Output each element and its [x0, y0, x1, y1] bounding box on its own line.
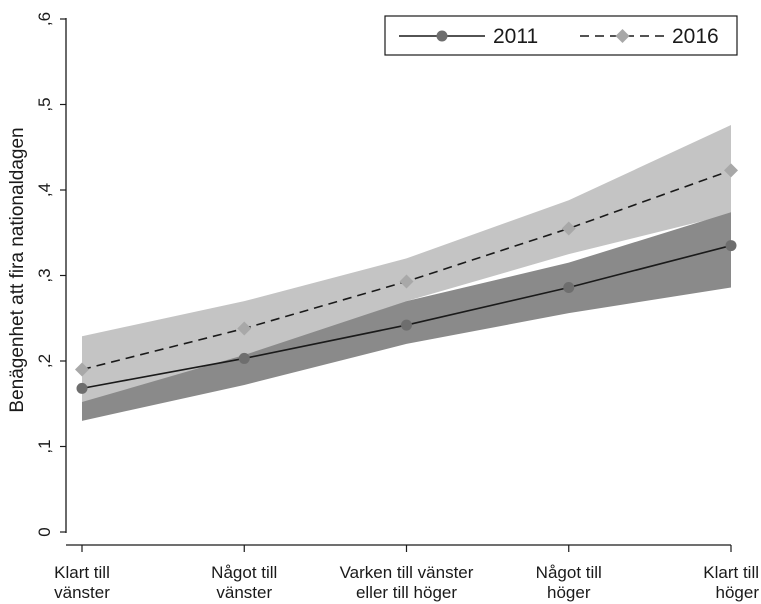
data-point-2016: [561, 221, 576, 236]
bands-layer: [82, 125, 731, 421]
data-point-2011: [725, 240, 737, 252]
ci-band-2011: [82, 212, 731, 421]
y-tick-label: ,5: [35, 97, 54, 111]
legend: 2011 2016: [384, 15, 738, 56]
data-point-2011: [238, 352, 250, 364]
data-point-2016: [399, 274, 414, 289]
y-tick-label: 0: [35, 527, 54, 536]
x-tick-label: Klart till vänster: [54, 563, 110, 602]
x-ticks: Klart till vänster Något till vänster Varken…: [54, 545, 759, 602]
data-point-2011: [401, 319, 412, 331]
data-point-2016: [237, 321, 252, 336]
x-tick-label: Klart till höger: [703, 563, 759, 602]
y-tick-label: ,2: [35, 354, 54, 368]
y-tick-label: ,6: [35, 12, 54, 26]
y-axis-title: Benägenhet att fira nationaldagen: [7, 127, 28, 412]
markers-layer: [75, 163, 738, 394]
legend-marker-2011: [436, 30, 448, 42]
data-point-2011: [563, 281, 575, 293]
y-ticks: 0 ,1 ,2 ,3 ,4 ,5 ,6: [35, 12, 66, 537]
y-tick-label: ,1: [35, 439, 54, 453]
y-tick-label: ,3: [35, 268, 54, 282]
legend-marker-2016: [615, 29, 630, 43]
legend-label-2011: 2011: [493, 25, 538, 48]
x-tick-label: Varken till vänster eller till höger: [340, 563, 474, 602]
legend-label-2016: 2016: [672, 25, 719, 48]
data-point-2016: [724, 163, 738, 178]
data-point-2011: [76, 382, 88, 394]
data-point-2016: [75, 362, 89, 377]
x-tick-label: Något till vänster: [211, 563, 277, 602]
x-tick-label: Något till höger: [536, 563, 602, 602]
y-tick-label: ,4: [35, 183, 54, 197]
